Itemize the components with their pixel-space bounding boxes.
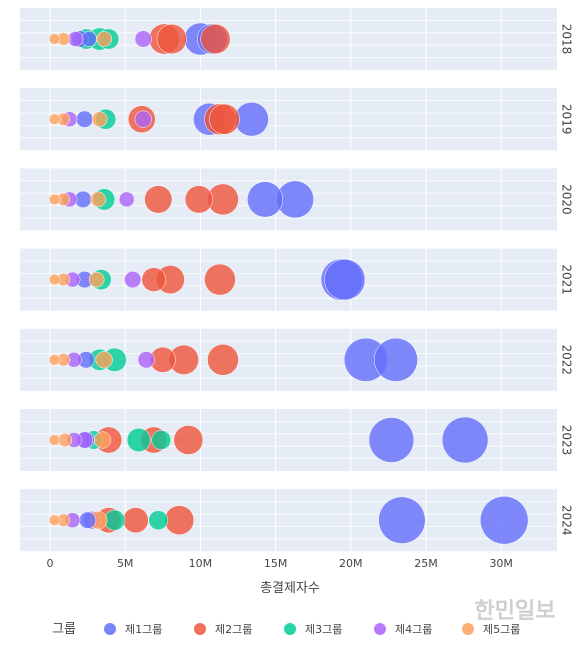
bubble-제1그룹-2024[interactable]	[79, 511, 97, 529]
bubble-제1그룹-2020[interactable]	[247, 181, 284, 218]
legend-item-제2그룹[interactable]: 제2그룹	[194, 623, 252, 636]
bubble-제3그룹-2023[interactable]	[151, 430, 172, 450]
legend-item-제5그룹[interactable]: 제5그룹	[462, 623, 520, 636]
bubble-제4그룹-2021[interactable]	[124, 271, 142, 289]
bubble-제2그룹-2024[interactable]	[122, 507, 149, 534]
bubble-제1그룹-2024[interactable]	[378, 496, 426, 544]
bubble-제4그룹-2018[interactable]	[67, 31, 84, 47]
legend-marker	[284, 623, 296, 635]
bubble-제1그룹-2023[interactable]	[441, 416, 489, 464]
bubble-제1그룹-2022[interactable]	[373, 337, 418, 382]
x-axis: 0 5M 10M 15M 20M 25M 30M	[47, 557, 513, 570]
bubble-제1그룹-2023[interactable]	[368, 417, 415, 463]
x-axis-label: 총결제자수	[260, 581, 320, 596]
x-tick-label: 30M	[489, 557, 513, 570]
panels-layer: 2018 2019 2020 2021 2022 2023 2024	[20, 8, 574, 552]
x-tick-label: 15M	[264, 557, 288, 570]
watermark: 한민일보	[475, 599, 556, 624]
bubble-제1그룹-2019[interactable]	[76, 110, 94, 128]
bubble-제1그룹-2018[interactable]	[81, 31, 97, 47]
bubble-제5그룹-2022[interactable]	[48, 354, 61, 366]
legend-label: 제5그룹	[483, 623, 520, 636]
bubble-제2그룹-2018[interactable]	[200, 23, 231, 55]
bubble-제2그룹-2019[interactable]	[209, 103, 240, 135]
bubble-제2그룹-2018[interactable]	[156, 23, 187, 55]
facet-label-2020: 2020	[560, 184, 574, 215]
x-tick-label: 20M	[339, 557, 363, 570]
legend-item-제1그룹[interactable]: 제1그룹	[104, 623, 162, 636]
legend-label: 제4그룹	[395, 623, 432, 636]
legend-marker	[462, 623, 474, 635]
facet-label-2024: 2024	[560, 505, 574, 536]
bubble-제5그룹-2022[interactable]	[95, 351, 113, 369]
legend-marker	[104, 623, 116, 635]
bubble-제4그룹-2018[interactable]	[134, 30, 152, 48]
bubble-제5그룹-2023[interactable]	[94, 431, 112, 449]
bubble-제4그룹-2020[interactable]	[118, 191, 135, 208]
bubble-제3그룹-2023[interactable]	[126, 427, 151, 453]
legend-label: 제2그룹	[215, 623, 252, 636]
legend-marker	[194, 623, 206, 635]
bubble-제1그룹-2024[interactable]	[479, 495, 529, 545]
bubble-제1그룹-2021[interactable]	[324, 258, 366, 301]
bubble-제5그룹-2024[interactable]	[48, 514, 61, 526]
facet-label-2022: 2022	[560, 345, 574, 376]
bubble-제2그룹-2021[interactable]	[204, 263, 236, 296]
facet-label-2019: 2019	[560, 104, 574, 135]
facet-label-2023: 2023	[560, 425, 574, 456]
x-tick-label: 5M	[117, 557, 134, 570]
bubble-제2그룹-2020[interactable]	[184, 185, 213, 214]
x-tick-label: 25M	[414, 557, 438, 570]
legend-marker	[374, 623, 386, 635]
legend[interactable]: 그룹 제1그룹 제2그룹 제3그룹 제4그룹 제5그룹	[52, 622, 520, 637]
legend-item-제4그룹[interactable]: 제4그룹	[374, 623, 432, 636]
bubble-제5그룹-2020[interactable]	[48, 193, 61, 206]
bubble-제2그룹-2020[interactable]	[144, 185, 173, 214]
bubble-제5그룹-2018[interactable]	[96, 31, 112, 47]
bubble-제5그룹-2023[interactable]	[58, 432, 73, 448]
bubble-제5그룹-2019[interactable]	[91, 111, 108, 128]
bubble-제2그룹-2022[interactable]	[207, 343, 239, 376]
bubble-제2그룹-2024[interactable]	[164, 505, 195, 536]
bubble-제4그룹-2022[interactable]	[137, 351, 155, 369]
legend-item-제3그룹[interactable]: 제3그룹	[284, 623, 342, 636]
legend-label: 제3그룹	[305, 623, 342, 636]
bubble-제3그룹-2024[interactable]	[104, 509, 126, 531]
bubble-제2그룹-2021[interactable]	[141, 267, 167, 292]
bubble-제5그룹-2021[interactable]	[88, 271, 105, 288]
bubble-제5그룹-2019[interactable]	[48, 113, 61, 125]
x-tick-label: 0	[47, 557, 54, 570]
bubble-제4그룹-2019[interactable]	[134, 110, 152, 128]
bubble-제5그룹-2023[interactable]	[48, 434, 61, 446]
bubble-제5그룹-2021[interactable]	[48, 273, 61, 286]
x-tick-label: 10M	[189, 557, 213, 570]
bubble-제5그룹-2020[interactable]	[90, 191, 106, 208]
bubble-제3그룹-2024[interactable]	[148, 510, 169, 531]
bubble-제2그룹-2023[interactable]	[173, 425, 204, 455]
legend-title: 그룹	[52, 622, 76, 637]
facet-label-2021: 2021	[560, 264, 574, 295]
legend-label: 제1그룹	[125, 623, 162, 636]
bubble-제5그룹-2018[interactable]	[48, 33, 61, 45]
facet-label-2018: 2018	[560, 24, 574, 55]
